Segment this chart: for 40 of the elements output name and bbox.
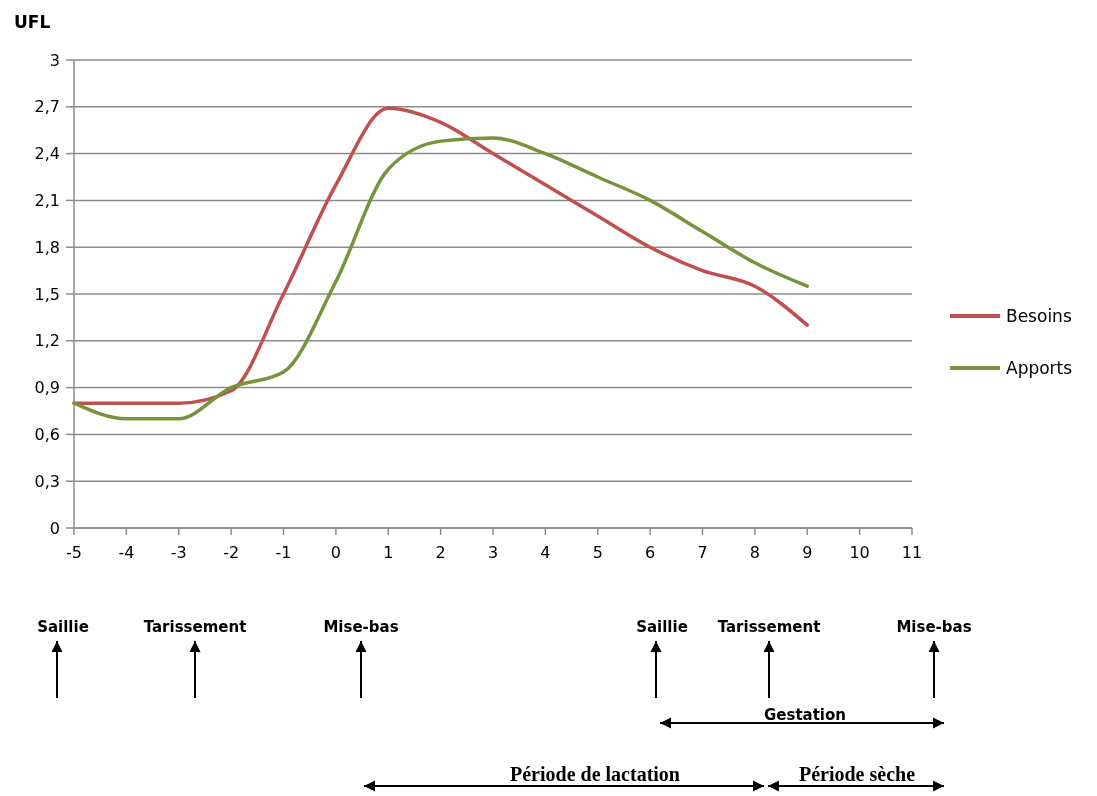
x-tick-label: 11 bbox=[901, 543, 923, 562]
x-tick-label: 3 bbox=[487, 543, 499, 562]
x-tick-label: -1 bbox=[275, 543, 292, 562]
text: Tarissement bbox=[143, 618, 247, 636]
text: Période de lactation bbox=[510, 763, 680, 785]
x-tick-label: 7 bbox=[697, 543, 708, 562]
y-tick-label: 2,1 bbox=[34, 191, 60, 210]
x-tick-label: -2 bbox=[223, 543, 240, 562]
text: Mise-bas bbox=[323, 618, 399, 636]
x-tick-label: 1 bbox=[383, 543, 394, 562]
legend-label: Apports bbox=[1006, 357, 1073, 378]
text: Période sèche bbox=[798, 763, 916, 785]
x-tick-label: 5 bbox=[592, 543, 603, 562]
x-tick-label: 6 bbox=[645, 543, 656, 562]
x-tick-label: 0 bbox=[330, 543, 341, 562]
text: Mise-bas bbox=[896, 618, 972, 636]
x-tick-label: -3 bbox=[170, 543, 187, 562]
y-tick-label: 0,9 bbox=[34, 378, 60, 398]
y-tick-label: 1,8 bbox=[34, 237, 60, 257]
text: Saillie bbox=[37, 618, 89, 636]
text: Gestation bbox=[763, 706, 847, 724]
y-tick-label: 0,3 bbox=[34, 471, 60, 491]
y-tick-label: 0,6 bbox=[34, 425, 60, 444]
legend-label: Besoins bbox=[1006, 305, 1072, 326]
x-tick-label: -4 bbox=[118, 543, 135, 562]
y-tick-label: 1,2 bbox=[34, 331, 60, 351]
x-tick-label: 2 bbox=[435, 543, 446, 562]
y-tick-label: 2,4 bbox=[34, 144, 60, 164]
y-tick-label: 3 bbox=[49, 50, 60, 70]
x-tick-label: 4 bbox=[540, 543, 551, 562]
x-tick-label: 8 bbox=[749, 543, 760, 562]
text: Saillie bbox=[636, 618, 688, 636]
y-axis-title: UFL bbox=[14, 12, 51, 32]
text: Tarissement bbox=[717, 618, 821, 636]
x-tick-label: 9 bbox=[802, 543, 813, 562]
y-tick-label: 0 bbox=[49, 518, 60, 538]
x-tick-label: -5 bbox=[66, 543, 82, 562]
y-tick-label: 2,7 bbox=[34, 97, 60, 117]
y-tick-label: 1,5 bbox=[34, 284, 60, 304]
x-tick-label: 10 bbox=[849, 543, 870, 562]
